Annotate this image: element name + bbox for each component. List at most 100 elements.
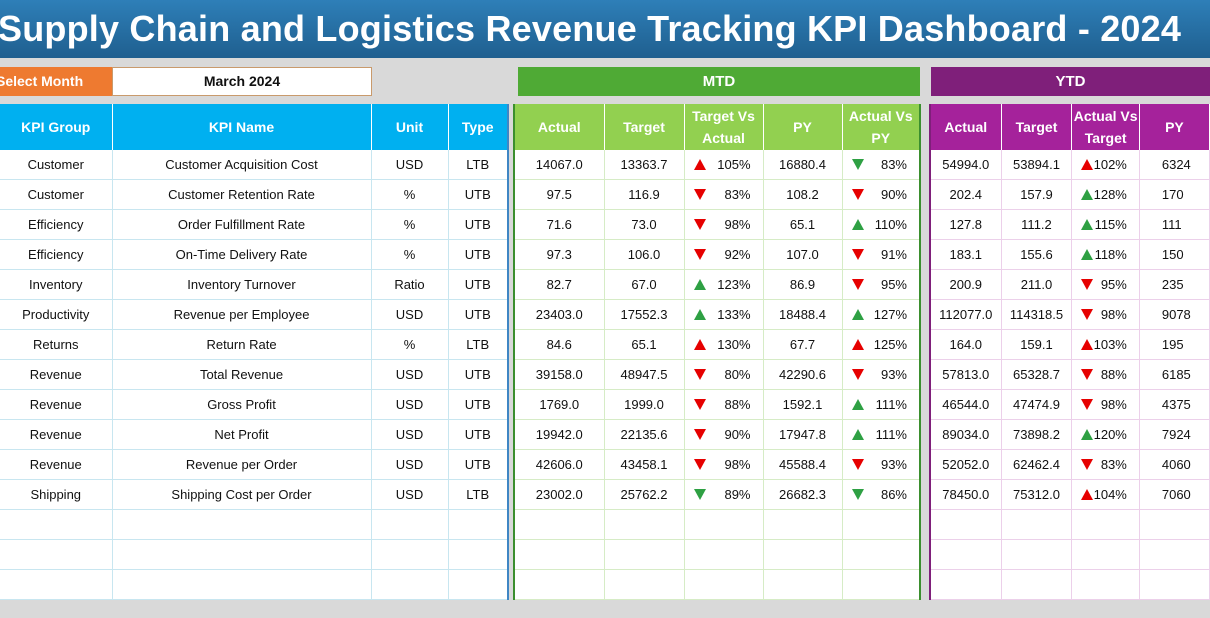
mtd-actual-vs-py-cell: 86% — [842, 479, 921, 510]
mtd-target-cell: 17552.3 — [604, 299, 685, 330]
unit-cell: % — [371, 209, 449, 240]
arrow-up-icon — [1081, 429, 1094, 440]
kpi-row: Productivity Revenue per Employee USD UTB — [0, 299, 509, 330]
ytd-actual-cell: 52052.0 — [930, 449, 1002, 480]
mtd-actual-cell: 23403.0 — [514, 299, 605, 330]
empty-cell — [1001, 539, 1073, 570]
ytd-actual-vs-target-cell: 98% — [1071, 389, 1140, 420]
ytd-py-cell: 111 — [1139, 209, 1210, 240]
percent-value: 93% — [880, 457, 907, 472]
empty-cell — [514, 569, 605, 600]
ytd-row: 164.0 159.1 103% 195 — [930, 329, 1210, 360]
percent-value: 115% — [1094, 217, 1127, 232]
mtd-section-header: MTD — [518, 67, 920, 96]
empty-cell — [1001, 509, 1073, 540]
kpi-header-unit: Unit — [371, 104, 449, 150]
mtd-row — [514, 509, 921, 540]
empty-cell — [1071, 539, 1140, 570]
percent-value: 118% — [1094, 247, 1127, 262]
empty-cell — [112, 509, 372, 540]
ytd-actual-vs-target-cell: 102% — [1071, 150, 1140, 180]
mtd-actual-vs-py-cell: 95% — [842, 269, 921, 300]
mtd-row: 19942.0 22135.6 90% 17947.8 111% — [514, 419, 921, 450]
mtd-target-vs-actual-cell: 88% — [684, 389, 764, 420]
kpi-row: Revenue Total Revenue USD UTB — [0, 359, 509, 390]
arrow-up-icon — [693, 339, 706, 350]
ytd-target-cell: 62462.4 — [1001, 449, 1073, 480]
percent-value: 88% — [724, 397, 751, 412]
arrow-down-icon — [693, 459, 706, 470]
percent-value: 93% — [880, 367, 907, 382]
mtd-target-cell: 25762.2 — [604, 479, 685, 510]
kpi-row: Inventory Inventory Turnover Ratio UTB — [0, 269, 509, 300]
mtd-py-cell: 86.9 — [763, 269, 843, 300]
mtd-target-cell: 116.9 — [604, 179, 685, 210]
mtd-actual-vs-py-cell: 110% — [842, 209, 921, 240]
ytd-actual-vs-target-cell: 118% — [1071, 239, 1140, 270]
ytd-row: 112077.0 114318.5 98% 9078 — [930, 299, 1210, 330]
arrow-down-icon — [851, 189, 864, 200]
type-cell: UTB — [448, 209, 509, 240]
empty-cell — [842, 509, 921, 540]
percent-value: 90% — [724, 427, 751, 442]
arrow-up-icon — [1081, 249, 1094, 260]
percent-value: 98% — [1100, 307, 1127, 322]
ytd-header-target: Target — [1001, 104, 1073, 150]
mtd-actual-vs-py-cell: 127% — [842, 299, 921, 330]
percent-value: 103% — [1093, 337, 1127, 352]
ytd-actual-vs-target-cell: 88% — [1071, 359, 1140, 390]
unit-cell: % — [371, 179, 449, 210]
type-cell: UTB — [448, 389, 509, 420]
ytd-actual-vs-target-cell: 95% — [1071, 269, 1140, 300]
kpi-group-cell: Inventory — [0, 269, 113, 300]
unit-cell: USD — [371, 150, 449, 180]
mtd-row: 82.7 67.0 123% 86.9 95% — [514, 269, 921, 300]
mtd-actual-vs-py-cell: 111% — [842, 419, 921, 450]
unit-cell: % — [371, 329, 449, 360]
title-bar: Supply Chain and Logistics Revenue Track… — [0, 0, 1210, 58]
ytd-row: 127.8 111.2 115% 111 — [930, 209, 1210, 240]
ytd-row — [930, 539, 1210, 570]
ytd-py-cell: 235 — [1139, 269, 1210, 300]
mtd-target-vs-actual-cell: 89% — [684, 479, 764, 510]
arrow-down-icon — [693, 249, 706, 260]
mtd-actual-vs-py-cell: 83% — [842, 150, 921, 180]
kpi-row: Customer Customer Acquisition Cost USD LTB — [0, 150, 509, 180]
ytd-target-cell: 211.0 — [1001, 269, 1073, 300]
mtd-actual-cell: 97.3 — [514, 239, 605, 270]
type-cell: UTB — [448, 239, 509, 270]
kpi-name-cell: Gross Profit — [112, 389, 372, 420]
empty-cell — [930, 539, 1002, 570]
ytd-py-cell: 150 — [1139, 239, 1210, 270]
mtd-header-py: PY — [763, 104, 843, 150]
mtd-py-cell: 18488.4 — [763, 299, 843, 330]
mtd-actual-cell: 39158.0 — [514, 359, 605, 390]
mtd-actual-vs-py-cell: 125% — [842, 329, 921, 360]
select-month-dropdown[interactable]: March 2024 — [112, 67, 372, 96]
empty-cell — [763, 509, 843, 540]
empty-cell — [0, 569, 113, 600]
unit-cell: USD — [371, 389, 449, 420]
ytd-py-cell: 7924 — [1139, 419, 1210, 450]
ytd-actual-cell: 78450.0 — [930, 479, 1002, 510]
mtd-actual-vs-py-cell: 111% — [842, 389, 921, 420]
kpi-name-cell: Customer Acquisition Cost — [112, 150, 372, 180]
percent-value: 95% — [880, 277, 907, 292]
empty-cell — [371, 509, 449, 540]
ytd-row: 54994.0 53894.1 102% 6324 — [930, 150, 1210, 180]
kpi-group-cell: Revenue — [0, 359, 113, 390]
percent-value: 89% — [724, 487, 751, 502]
mtd-header-actual: Actual — [514, 104, 605, 150]
ytd-py-cell: 4060 — [1139, 449, 1210, 480]
percent-value: 98% — [1100, 397, 1127, 412]
mtd-header-actual-vs-py: Actual Vs PY — [842, 104, 921, 150]
ytd-actual-cell: 200.9 — [930, 269, 1002, 300]
mtd-row: 84.6 65.1 130% 67.7 125% — [514, 329, 921, 360]
ytd-target-cell: 73898.2 — [1001, 419, 1073, 450]
ytd-actual-vs-target-cell: 83% — [1071, 449, 1140, 480]
ytd-target-cell: 75312.0 — [1001, 479, 1073, 510]
empty-cell — [1139, 539, 1210, 570]
arrow-up-icon — [1081, 159, 1094, 170]
mtd-target-cell: 43458.1 — [604, 449, 685, 480]
percent-value: 127% — [873, 307, 907, 322]
